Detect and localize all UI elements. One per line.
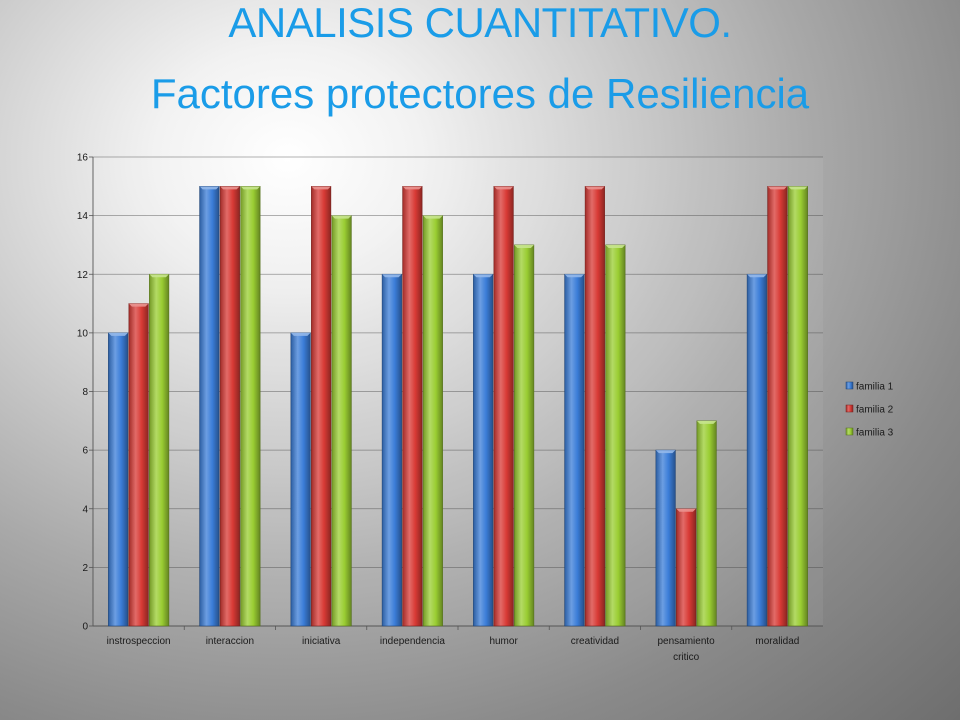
y-tick-label: 6 [82, 446, 88, 457]
bar [473, 273, 494, 627]
bar [746, 273, 767, 627]
bar [290, 332, 311, 627]
y-tick-label: 2 [82, 563, 88, 574]
bar [381, 273, 402, 627]
bar [564, 273, 585, 627]
bar [331, 215, 352, 627]
y-tick-label: 8 [82, 387, 88, 398]
bar [240, 186, 261, 627]
x-tick-label: pensamiento [657, 636, 715, 647]
bar [402, 186, 423, 627]
bar [514, 244, 535, 627]
y-tick-label: 16 [77, 153, 89, 164]
bar [767, 186, 788, 627]
bar [696, 420, 717, 627]
legend-swatch [845, 381, 854, 390]
title-line-1: ANALISIS CUANTITATIVO. [228, 0, 732, 46]
chart-axes: 0 2 4 6 8 10 12 14 16 instrospeccion interaccion in… [77, 153, 823, 663]
bar [199, 186, 220, 627]
legend-label: familia 2 [856, 405, 894, 416]
legend-label: familia 1 [856, 382, 894, 393]
bar [493, 186, 514, 627]
bar [108, 332, 129, 627]
y-tick-label: 0 [82, 622, 88, 633]
bar [584, 186, 605, 627]
y-tick-label: 12 [77, 270, 89, 281]
x-tick-label: independencia [380, 636, 445, 647]
legend-item: familia 1 [845, 381, 894, 393]
y-tick-label: 10 [77, 328, 89, 339]
bar [422, 215, 443, 627]
bar [655, 449, 676, 627]
title-line-2: Factores protectores de Resiliencia [150, 70, 810, 117]
bar [128, 303, 149, 627]
legend-item: familia 2 [845, 404, 894, 416]
bar [311, 186, 332, 627]
y-tick-label: 14 [77, 211, 89, 222]
legend-swatch [845, 404, 854, 413]
bar [676, 508, 697, 627]
legend-swatch [845, 427, 854, 436]
legend-label: familia 3 [856, 428, 894, 439]
bar [605, 244, 626, 627]
x-tick-label: instrospeccion [107, 636, 171, 647]
x-tick-label: interaccion [206, 636, 254, 647]
bar [219, 186, 240, 627]
y-tick-label: 4 [82, 504, 88, 515]
bar [787, 186, 808, 627]
x-tick-label: moralidad [755, 636, 799, 647]
legend-item: familia 3 [845, 427, 894, 439]
chart-bars [108, 186, 808, 627]
x-tick-label: critico [673, 652, 700, 663]
bar [149, 273, 170, 627]
x-tick-label: iniciativa [302, 636, 341, 647]
chart-legend: familia 1 familia 2 familia 3 [845, 381, 894, 439]
x-tick-label: creatividad [571, 636, 619, 647]
x-tick-label: humor [489, 636, 518, 647]
